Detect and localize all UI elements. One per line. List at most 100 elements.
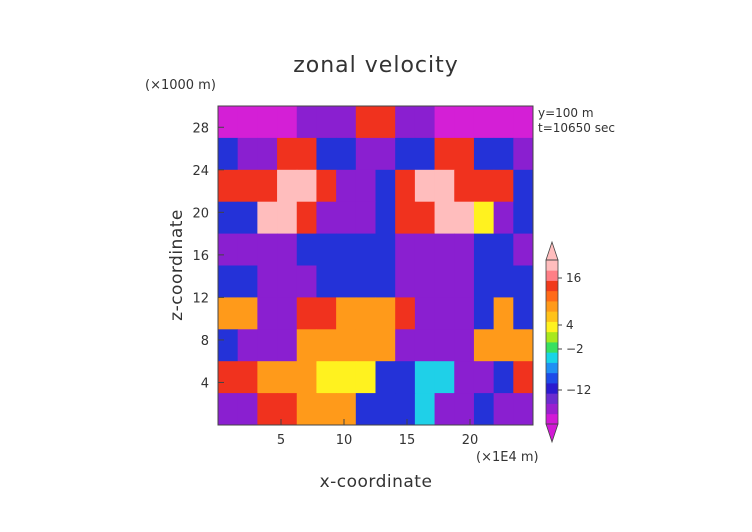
heatmap-cell [513, 137, 534, 171]
heatmap-cell [296, 265, 317, 298]
heatmap-cell [257, 265, 278, 298]
heatmap-cell [414, 297, 436, 330]
y-axis-ticks: 4 8 12 16 20 24 28 [192, 121, 224, 391]
heatmap-cell [257, 297, 278, 330]
heatmap-cell [218, 329, 239, 362]
heatmap-cell [434, 329, 455, 362]
heatmap-cell [473, 361, 495, 394]
heatmap-cell [513, 233, 534, 266]
heatmap-cell [375, 393, 396, 426]
heatmap-cell [375, 361, 396, 394]
y-tick-label: 16 [192, 249, 209, 264]
heatmap-cell [473, 233, 495, 266]
heatmap-cell [336, 137, 357, 171]
heatmap-cell [316, 329, 337, 362]
heatmap-cell [493, 361, 514, 394]
x-unit-label: (×1E4 m) [476, 450, 539, 465]
heatmap-cell [296, 233, 317, 266]
colorbar-tick-label: 16 [566, 271, 581, 285]
colorbar-swatch [546, 352, 558, 363]
y-tick-label: 24 [192, 164, 209, 179]
heatmap-cells [218, 106, 534, 426]
colorbar-frame [545, 259, 559, 425]
heatmap-cell [218, 169, 239, 203]
heatmap-cell [277, 201, 298, 235]
heatmap-cell [336, 106, 357, 139]
heatmap-cell [395, 361, 416, 394]
heatmap-cell [493, 265, 514, 298]
heatmap-cell [355, 393, 376, 426]
heatmap-cell [414, 106, 436, 139]
heatmap-cell [395, 265, 416, 298]
heatmap-cell [414, 361, 436, 394]
heatmap-cell [375, 201, 396, 235]
heatmap-cell [513, 297, 534, 330]
heatmap-cell [237, 106, 258, 139]
heatmap-cell [414, 233, 436, 266]
heatmap-cell [513, 329, 534, 362]
heatmap-cell [237, 169, 258, 203]
heatmap-cell [218, 201, 239, 235]
heatmap-cell [473, 201, 495, 235]
heatmap-cell [237, 393, 258, 426]
heatmap-cell [355, 265, 376, 298]
y-tick-label: 28 [192, 121, 209, 136]
heatmap-cell [395, 233, 416, 266]
heatmap-cell [277, 393, 298, 426]
heatmap-cell [375, 297, 396, 330]
heatmap-cell [237, 201, 258, 235]
heatmap-cell [296, 329, 317, 362]
heatmap-cell [375, 137, 396, 171]
heatmap-cell [355, 329, 376, 362]
heatmap-cell [316, 233, 337, 266]
heatmap-cell [277, 233, 298, 266]
y-tick-label: 8 [201, 334, 209, 349]
heatmap-cell [414, 169, 436, 203]
heatmap-cell [434, 137, 455, 171]
colorbar-swatch [546, 260, 558, 271]
x-tick-label: 5 [277, 433, 285, 448]
heatmap-cell [257, 329, 278, 362]
heatmap-cell [218, 361, 239, 394]
colorbar-swatch [546, 331, 558, 343]
heatmap-cell [395, 329, 416, 362]
colorbar-tick-label: −2 [566, 342, 584, 356]
heatmap-cell [513, 106, 534, 139]
y-tick-label: 20 [192, 206, 209, 221]
heatmap-cell [414, 137, 436, 171]
heatmap-cell [355, 106, 376, 139]
heatmap-cell [493, 106, 514, 139]
heatmap-cell [434, 106, 455, 139]
heatmap-cell [257, 169, 278, 203]
heatmap-cell [355, 297, 376, 330]
heatmap-cell [296, 361, 317, 394]
heatmap-cell [336, 297, 357, 330]
heatmap-cell [375, 233, 396, 266]
heatmap-cell [277, 169, 298, 203]
heatmap-cell [257, 201, 278, 235]
heatmap-cell [473, 329, 495, 362]
colorbar-swatch [546, 403, 558, 415]
heatmap-cell [473, 106, 495, 139]
heatmap-cell [336, 265, 357, 298]
heatmap-cell [296, 297, 317, 330]
heatmap-cell [395, 106, 416, 139]
heatmap-cell [395, 137, 416, 171]
colorbar-swatch [546, 393, 558, 404]
heatmap-cell [316, 393, 337, 426]
colorbar-tick-label: −12 [566, 383, 591, 397]
heatmap-cell [395, 297, 416, 330]
heatmap-cell [355, 201, 376, 235]
chart-title: zonal velocity [293, 53, 459, 78]
heatmap-cell [493, 297, 514, 330]
heatmap-cell [336, 361, 357, 394]
heatmap-cell [513, 361, 534, 394]
heatmap-cell [355, 137, 376, 171]
y-tick-label: 12 [192, 291, 209, 306]
annotation-time: t=10650 sec [538, 121, 615, 135]
heatmap-cell [434, 393, 455, 426]
x-axis-ticks: 5 10 15 20 [277, 419, 478, 448]
heatmap-cell [493, 233, 514, 266]
heatmap-cell [355, 169, 376, 203]
annotation-y-position: y=100 m [538, 106, 594, 120]
